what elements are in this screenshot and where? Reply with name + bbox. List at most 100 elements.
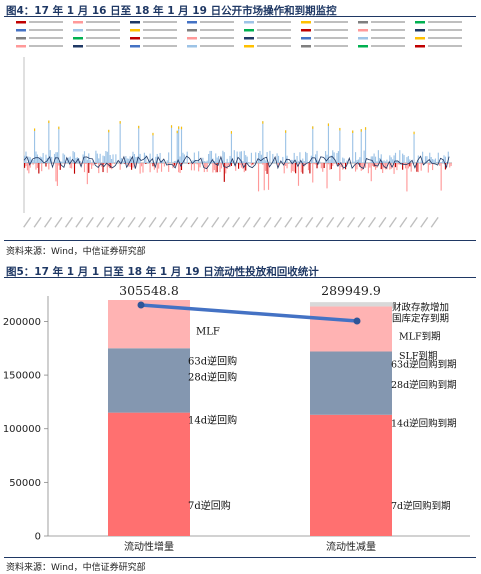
opm-bar-down (83, 163, 86, 173)
opm-bar-cap (312, 126, 314, 129)
opm-bar-down (129, 163, 131, 167)
opm-bar-up (62, 153, 64, 163)
opm-bar-up (285, 130, 287, 163)
legend-text-placeholder (428, 29, 462, 31)
opm-bar-up (173, 161, 175, 163)
opm-x-tick-label (54, 217, 63, 228)
opm-bar-up (299, 152, 301, 163)
legend-swatch (187, 21, 197, 24)
opm-bar-down (373, 163, 375, 167)
opm-x-tick-label (367, 217, 376, 228)
opm-bar-up (38, 157, 40, 163)
legend-swatch (130, 37, 140, 40)
opm-bar-cap (108, 129, 110, 133)
opm-bar-down (88, 163, 90, 173)
legend-text-placeholder (143, 21, 177, 23)
figure5-source: 资料来源：Wind，中信证券研究部 (6, 563, 146, 573)
opm-bar-down (417, 163, 419, 173)
opm-bar-up (69, 156, 71, 163)
opm-bar-up (210, 150, 213, 163)
opm-bar-down (252, 163, 254, 165)
opm-bar-down (216, 163, 218, 173)
opm-bar-up (75, 157, 77, 163)
opm-bar-down (309, 163, 311, 174)
opm-bar-up (222, 150, 224, 163)
opm-bar-up (316, 150, 318, 163)
opm-x-tick-label (242, 217, 251, 228)
opm-bar-down (106, 163, 108, 173)
opm-bar-up (66, 158, 68, 163)
opm-bar-up (111, 158, 113, 163)
legend-swatch (130, 29, 140, 32)
opm-bar-up (250, 152, 252, 163)
opm-bar-up (372, 156, 374, 163)
opm-bar-up (86, 159, 88, 163)
opm-bar-down (290, 163, 292, 173)
opm-bar-down (45, 163, 47, 167)
opm-bar-up (446, 162, 448, 163)
opm-bar-down (370, 163, 372, 182)
opm-bar-up (102, 155, 104, 163)
opm-bar-up (149, 153, 151, 163)
opm-bar-up (132, 151, 134, 163)
legend-text-placeholder (86, 29, 120, 31)
opm-bar-cap (262, 121, 264, 124)
opm-bar-down (238, 163, 240, 169)
figure5-title-rule (4, 277, 476, 278)
opm-x-tick-label (23, 217, 32, 228)
legend-swatch (358, 21, 368, 24)
annotation-left: 7d逆回购 (188, 499, 231, 512)
opm-bar-down (315, 163, 317, 165)
legend-text-placeholder (86, 21, 120, 23)
opm-bar-down (59, 163, 61, 170)
opm-bar-up (352, 130, 354, 163)
legend-swatch (73, 21, 83, 24)
opm-x-tick-label (232, 217, 241, 228)
opm-grid (23, 57, 452, 213)
opm-bar-down (265, 163, 267, 171)
opm-bar-up (192, 160, 194, 163)
legend-text-placeholder (371, 29, 405, 31)
opm-bar-down (91, 163, 93, 169)
opm-bar-down (86, 163, 88, 185)
opm-bar-down (153, 163, 155, 170)
opm-bar-up (282, 156, 284, 163)
opm-x-tick-label (326, 216, 335, 228)
annotation-right: 63d逆回购到期 (391, 359, 457, 371)
legend-swatch (187, 29, 197, 32)
opm-bar-up (122, 161, 124, 163)
opm-bar-up (390, 157, 392, 163)
opm-bar-down (26, 163, 28, 171)
opm-bar-down (307, 163, 310, 171)
opm-bar-down (300, 163, 302, 173)
opm-bar-down (119, 163, 121, 170)
opm-bar-down (292, 163, 294, 172)
opm-bar-up (105, 151, 107, 163)
annotation-right: 14d逆回购到期 (391, 418, 457, 430)
opm-bar-up (394, 152, 397, 163)
liquidity-categories: 流动性增量 流动性减量 (124, 540, 376, 553)
opm-bar-down (250, 163, 252, 166)
opm-bar-up (156, 153, 158, 163)
opm-bar-up (422, 151, 424, 163)
figure4-title-rule (4, 16, 476, 17)
liquidity-bars (108, 300, 392, 536)
opm-bars (23, 120, 452, 192)
opm-bar-down (396, 163, 398, 171)
opm-bar-up (72, 151, 74, 163)
opm-bar-down (322, 163, 324, 172)
opm-x-tick-label (44, 217, 53, 228)
opm-bar-up (33, 128, 36, 163)
opm-bar-down (85, 163, 87, 164)
opm-bar-up (357, 159, 359, 163)
opm-bar-up (437, 152, 439, 163)
opm-bar-up (176, 130, 178, 163)
opm-bar-down (337, 163, 340, 165)
opm-bar-down (414, 163, 417, 164)
opm-bar-up (119, 121, 121, 163)
opm-bar-up (374, 156, 377, 163)
legend-swatch (244, 37, 254, 40)
opm-bar-up (302, 158, 304, 163)
legend-swatch (415, 37, 425, 40)
opm-bar-down (223, 163, 225, 182)
